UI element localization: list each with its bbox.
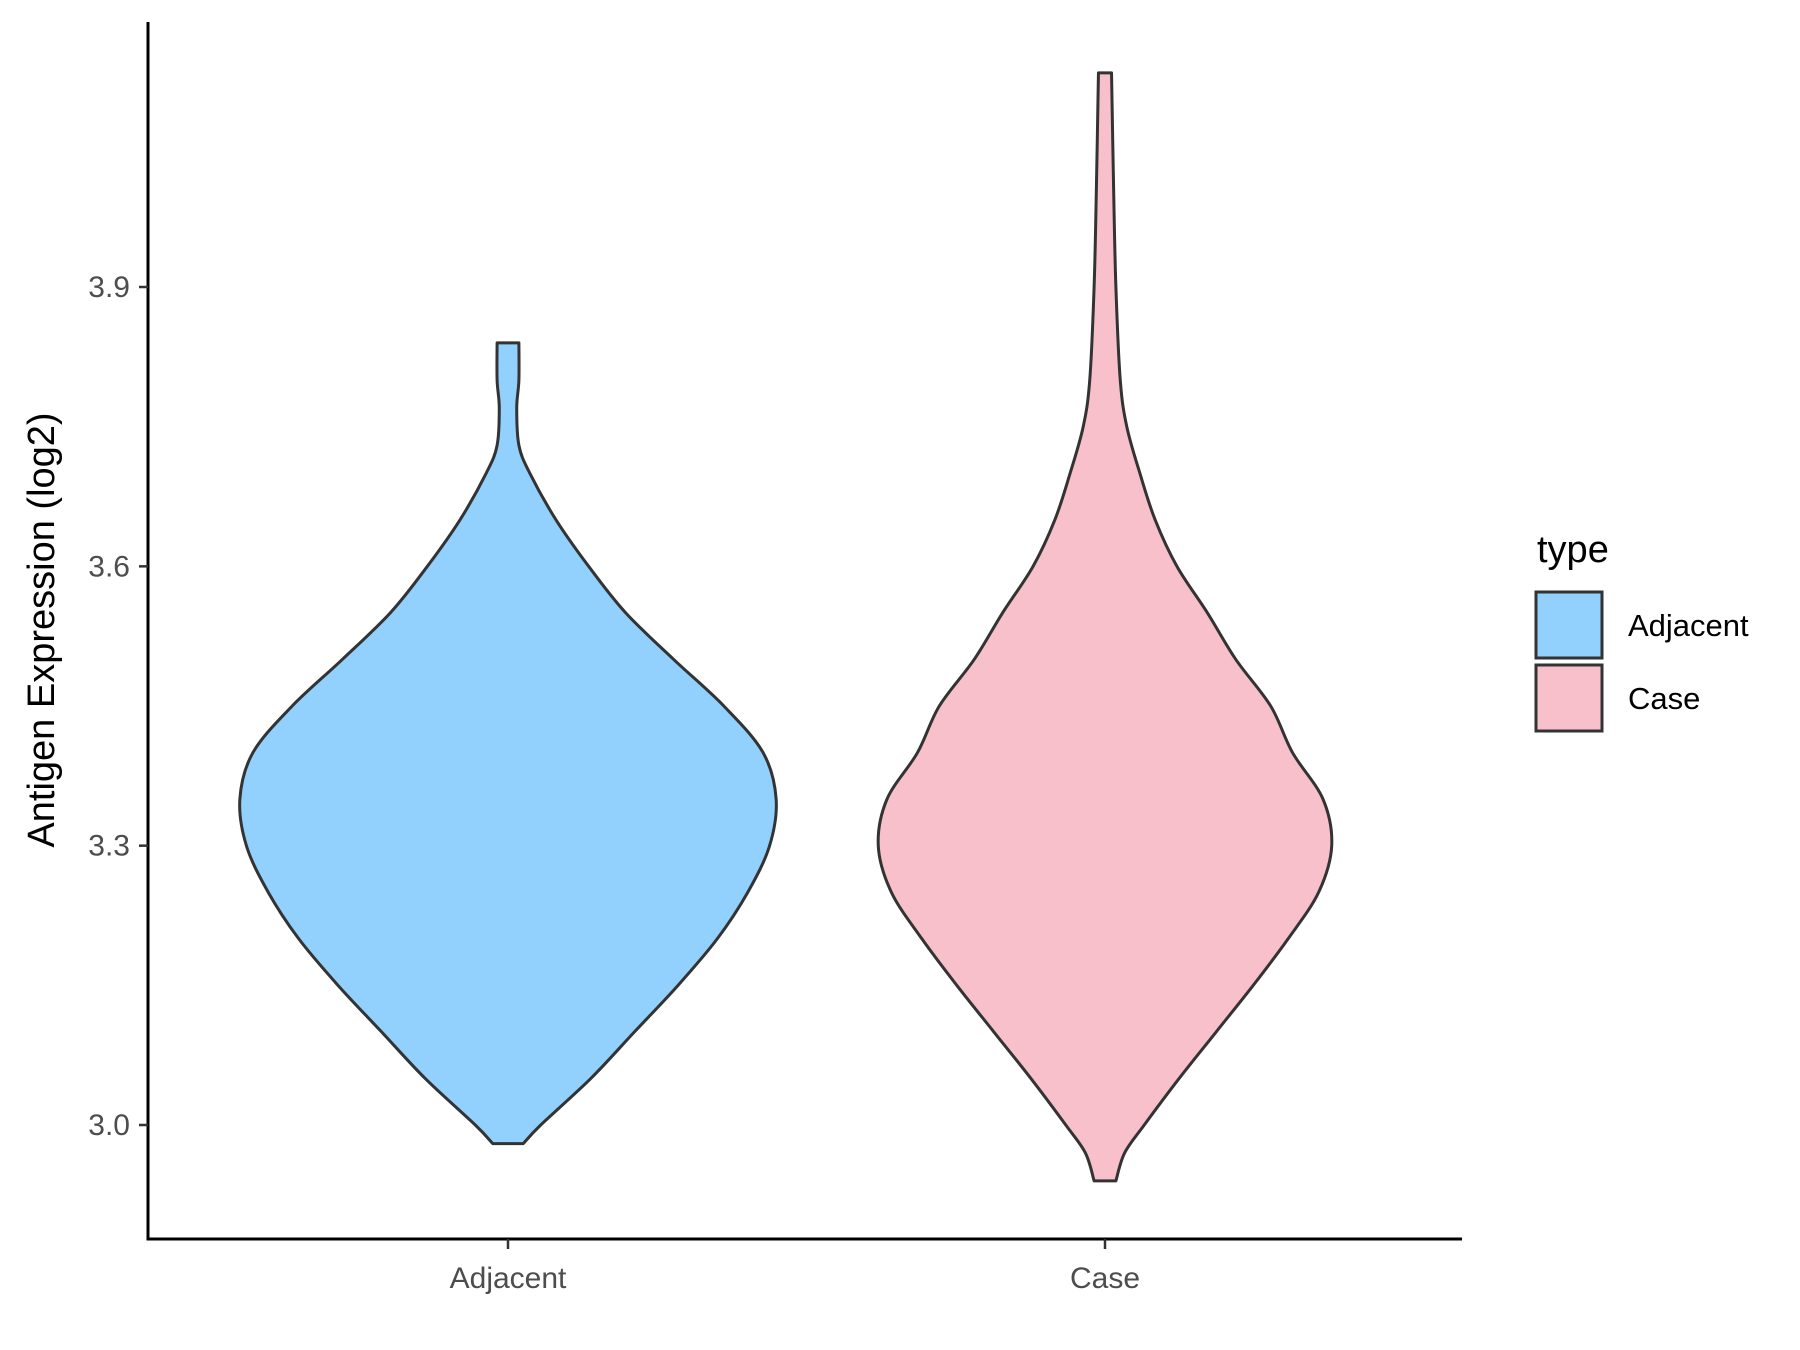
legend-entries: Adjacent Case [1534,590,1749,733]
y-tick-label: 3.6 [88,550,130,583]
x-tick-label: Adjacent [450,1262,567,1295]
legend-label-case: Case [1628,681,1700,716]
violin-layer [238,71,1334,1183]
violin-adjacent [238,341,778,1146]
y-ticks: 3.0 3.3 3.6 3.9 [88,271,148,1142]
legend-swatch-case [1534,663,1604,733]
y-axis-title: Antigen Expression (log2) [21,412,63,847]
legend-label-adjacent: Adjacent [1628,608,1749,643]
x-ticks: Adjacent Case [450,1239,1140,1295]
y-tick-label: 3.0 [88,1109,130,1142]
violin-case [876,71,1334,1183]
legend-title: type [1537,529,1609,571]
legend-swatch-adjacent [1534,590,1604,660]
x-tick-label: Case [1070,1262,1140,1295]
y-tick-label: 3.9 [88,271,130,304]
axes: 3.0 3.3 3.6 3.9 Adjacent Case [88,22,1462,1295]
y-tick-label: 3.3 [88,830,130,863]
legend: type Adjacent Case [1534,529,1749,733]
